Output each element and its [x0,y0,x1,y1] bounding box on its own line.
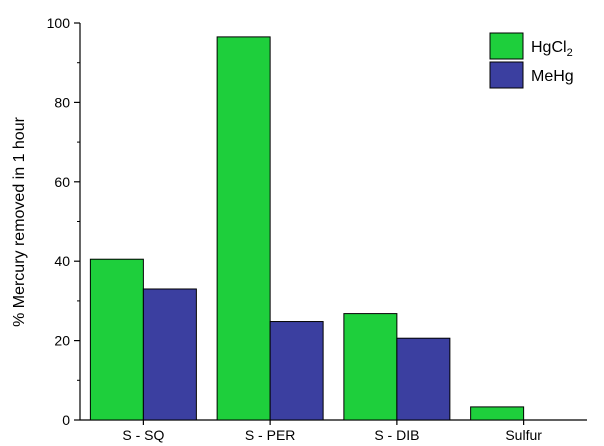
y-tick-label: 100 [47,15,71,31]
bar-hgcl2-2 [343,313,398,421]
y-axis-title: % Mercury removed in 1 hour [11,116,28,327]
x-ticks: S - SQ S - PER S - DIB Sulfur [122,420,542,443]
y-tick-label: 80 [54,94,70,110]
legend-swatch [489,61,524,89]
y-tick-label: 60 [54,174,70,190]
bar-hgcl2-0 [89,258,144,421]
bar-mehg-0 [142,288,197,421]
legend-label: HgCl2 [531,39,573,59]
x-tick-label: S - SQ [122,427,164,443]
x-tick-label: S - DIB [374,427,419,443]
plot-area: 0 20 40 60 80 100 S - SQ S - PER S - DIB Sulfur [47,15,587,443]
bar-hgcl2-3 [470,406,525,421]
legend: HgCl2 MeHg [489,32,574,89]
legend-label: MeHg [531,68,574,85]
bar-mehg-1 [269,321,324,421]
y-ticks: 0 20 40 60 80 100 [47,15,80,428]
x-tick-label: Sulfur [505,427,542,443]
y-tick-label: 20 [54,333,70,349]
bar-hgcl2-1 [216,36,271,421]
legend-swatch [489,32,524,60]
x-tick-label: S - PER [245,427,296,443]
bar-mehg-2 [396,337,451,421]
bars [89,36,525,421]
y-tick-label: 0 [62,412,70,428]
y-tick-label: 40 [54,253,70,269]
